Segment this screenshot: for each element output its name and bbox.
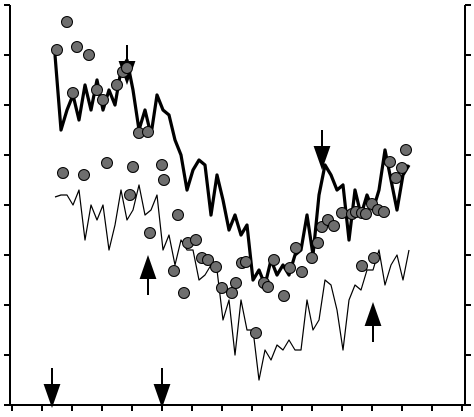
scatter-point [71,41,83,53]
scatter-point [368,252,380,264]
scatter-point [202,254,214,266]
scatter-point [306,252,318,264]
arrow-head [153,384,171,409]
scatter-point [97,94,109,106]
arrow-head [139,254,157,279]
scatter-point [268,254,280,266]
scatter-point [262,281,274,293]
scatter-point [284,262,296,274]
arrows [43,45,382,409]
scatter-point [226,287,238,299]
scatter-point [91,84,103,96]
scatter-point [83,49,95,61]
scatter-point [356,260,368,272]
scatter-point [400,144,412,156]
scatter-point [78,169,90,181]
scatter-point [144,227,156,239]
scatter-point [296,266,308,278]
scatter-point [390,172,402,184]
scatter-point [121,62,133,74]
scatter-point [156,159,168,171]
arrow-head [43,384,61,409]
scatter-point [312,237,324,249]
arrow-head [313,146,331,171]
scatter-point [51,44,63,56]
scatter-point [216,282,228,294]
scatter-point [127,161,139,173]
scatter-point [328,220,340,232]
arrow-head [364,301,382,326]
scatter-point [378,206,390,218]
scatter-point [336,207,348,219]
scatter-point [278,290,290,302]
scatter-point [57,167,69,179]
scatter-point [142,126,154,138]
scatter-point [158,174,170,186]
scatter-point [230,277,242,289]
scatter-point [190,234,202,246]
scatter-point [210,261,222,273]
line-series [53,54,411,287]
scatter-point [240,256,252,268]
scatter-point [124,189,136,201]
line-series [54,184,410,381]
scatter-point [101,157,113,169]
scatter-point [111,79,123,91]
scatter-point [250,327,262,339]
scatter-point [384,156,396,168]
scatter-point [396,162,408,174]
scatter-point [61,16,73,28]
scatter-point [172,209,184,221]
scatter-point [290,242,302,254]
scatter-point [168,265,180,277]
scatter-point [67,87,79,99]
scatter-point [178,287,190,299]
scatter-point [360,208,372,220]
